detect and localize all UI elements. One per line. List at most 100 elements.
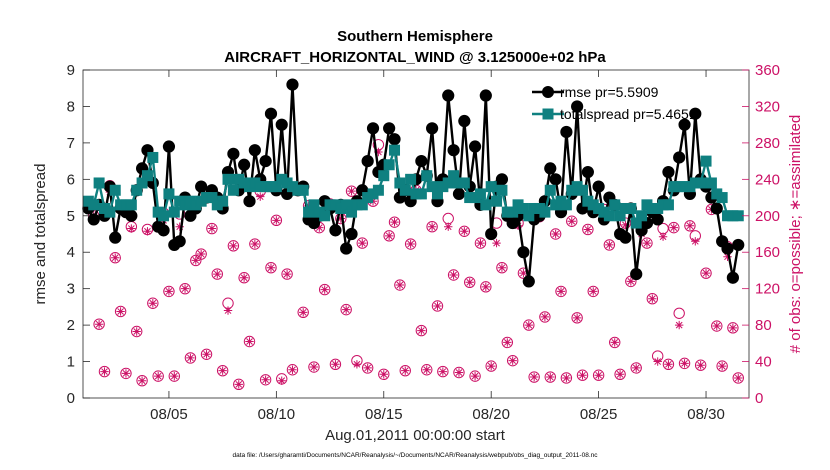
obs-assimilated-marker-16 bbox=[175, 222, 184, 231]
rmse-point-82 bbox=[522, 275, 535, 288]
obs-assimilated-marker-34 bbox=[272, 216, 281, 225]
rmse-point-17 bbox=[173, 235, 186, 248]
totalspread-point-118 bbox=[716, 192, 728, 204]
rmse-point-77 bbox=[495, 173, 509, 186]
obs-assimilated-marker-107 bbox=[664, 360, 673, 369]
obs-possible-marker-117 bbox=[716, 360, 728, 372]
obs-assimilated-marker-112 bbox=[691, 237, 700, 246]
left-tick-label-1: 1 bbox=[67, 354, 75, 371]
right-tick-label-2: 80 bbox=[755, 317, 772, 334]
totalspread-point-75 bbox=[485, 181, 497, 193]
obs-possible-marker-4 bbox=[109, 251, 121, 264]
obs-possible-marker-91 bbox=[576, 369, 589, 381]
obs-possible-marker-55 bbox=[383, 230, 395, 242]
right-tick-label-7: 280 bbox=[755, 135, 780, 152]
left-tick-label-8: 8 bbox=[67, 98, 75, 115]
rmse-point-91 bbox=[571, 100, 584, 113]
obs-assimilated-marker-94 bbox=[594, 371, 603, 380]
obs-possible-marker-29 bbox=[243, 335, 256, 348]
chart-title: Southern Hemisphere bbox=[337, 28, 493, 45]
totalspread-point-89 bbox=[560, 199, 572, 211]
obs-possible-marker-9 bbox=[136, 374, 148, 387]
obs-possible-marker-108 bbox=[668, 221, 680, 234]
obs-possible-marker-94 bbox=[592, 369, 605, 381]
totalspread-point-8 bbox=[125, 199, 137, 211]
rmse-point-95 bbox=[592, 180, 605, 193]
obs-assimilated-marker-109 bbox=[674, 320, 684, 330]
obs-assimilated-marker-4 bbox=[111, 253, 120, 262]
obs-assimilated-marker-11 bbox=[148, 299, 158, 308]
rmse-point-33 bbox=[259, 155, 272, 168]
totalspread-point-14 bbox=[158, 210, 170, 222]
rmse-point-89 bbox=[560, 125, 573, 139]
totalspread-point-70 bbox=[458, 177, 470, 189]
right-tick-label-1: 40 bbox=[755, 354, 772, 371]
obs-possible-marker-103 bbox=[641, 237, 653, 249]
obs-assimilated-marker-19 bbox=[191, 256, 200, 265]
right-tick-label-9: 360 bbox=[755, 62, 780, 79]
obs-assimilated-marker-24 bbox=[218, 366, 227, 375]
rmse-point-120 bbox=[726, 271, 739, 284]
obs-possible-marker-98 bbox=[614, 368, 626, 381]
rmse-point-38 bbox=[286, 78, 299, 91]
obs-assimilated-marker-91 bbox=[578, 371, 587, 380]
obs-possible-marker-2 bbox=[98, 365, 111, 378]
obs-assimilated-marker-5 bbox=[116, 307, 125, 316]
obs-assimilated-marker-1 bbox=[94, 320, 104, 329]
rmse-point-68 bbox=[447, 144, 460, 157]
legend-marker-1 bbox=[542, 108, 554, 120]
totalspread-point-108 bbox=[662, 199, 674, 211]
obs-possible-marker-97 bbox=[609, 336, 621, 349]
obs-assimilated-marker-31 bbox=[256, 192, 265, 201]
obs-possible-marker-86 bbox=[549, 228, 562, 240]
obs-assimilated-marker-104 bbox=[648, 294, 657, 303]
obs-assimilated-marker-58 bbox=[401, 366, 410, 375]
rmse-point-30 bbox=[243, 195, 256, 208]
obs-assimilated-marker-9 bbox=[137, 376, 147, 385]
rmse-point-53 bbox=[366, 122, 380, 135]
totalspread-point-55 bbox=[378, 170, 390, 182]
obs-possible-marker-50 bbox=[356, 237, 368, 249]
obs-assimilated-marker-87 bbox=[556, 287, 566, 296]
totalspread-point-76 bbox=[491, 195, 503, 207]
obs-possible-marker-22 bbox=[206, 222, 218, 235]
obs-assimilated-marker-49 bbox=[352, 360, 362, 369]
left-axis-label: rmse and totalspread bbox=[32, 164, 49, 305]
right-axis-label: # of obs: o=possible; ∗=assimilated bbox=[787, 115, 804, 354]
left-tick-label-9: 9 bbox=[67, 62, 75, 79]
obs-assimilated-marker-29 bbox=[245, 337, 254, 346]
x-tick-label-5: 08/30 bbox=[687, 406, 725, 423]
obs-assimilated-marker-116 bbox=[712, 321, 721, 331]
obs-possible-marker-17 bbox=[179, 282, 191, 295]
obs-assimilated-marker-59 bbox=[406, 239, 415, 249]
rmse-point-111 bbox=[678, 118, 691, 131]
rmse-point-48 bbox=[340, 242, 353, 255]
obs-assimilated-marker-70 bbox=[465, 278, 474, 287]
obs-possible-marker-54 bbox=[378, 368, 390, 381]
right-tick-label-6: 240 bbox=[755, 171, 780, 188]
rmse-point-106 bbox=[651, 213, 664, 226]
obs-assimilated-marker-110 bbox=[680, 359, 689, 368]
obs-possible-marker-32 bbox=[259, 374, 272, 386]
obs-assimilated-marker-84 bbox=[540, 312, 550, 322]
totalspread-point-15 bbox=[163, 188, 175, 200]
obs-possible-marker-69 bbox=[458, 225, 471, 237]
obs-assimilated-marker-21 bbox=[202, 350, 211, 359]
obs-possible-marker-64 bbox=[431, 300, 444, 312]
obs-assimilated-marker-50 bbox=[358, 238, 367, 248]
totalspread-point-73 bbox=[474, 188, 486, 200]
rmse-point-81 bbox=[517, 246, 530, 259]
totalspread-point-25 bbox=[217, 195, 229, 207]
obs-assimilated-marker-85 bbox=[546, 372, 555, 382]
obs-possible-marker-41 bbox=[308, 361, 320, 373]
obs-assimilated-marker-66 bbox=[444, 222, 453, 231]
obs-possible-marker-111 bbox=[684, 220, 696, 232]
totalspread-point-57 bbox=[389, 144, 401, 156]
obs-possible-marker-71 bbox=[469, 370, 481, 382]
obs-possible-marker-119 bbox=[727, 322, 739, 334]
totalspread-point-92 bbox=[577, 184, 588, 196]
rmse-point-100 bbox=[619, 231, 632, 244]
x-tick-label-4: 08/25 bbox=[580, 406, 618, 423]
obs-possible-marker-76 bbox=[496, 262, 508, 274]
obs-assimilated-marker-47 bbox=[341, 305, 351, 314]
